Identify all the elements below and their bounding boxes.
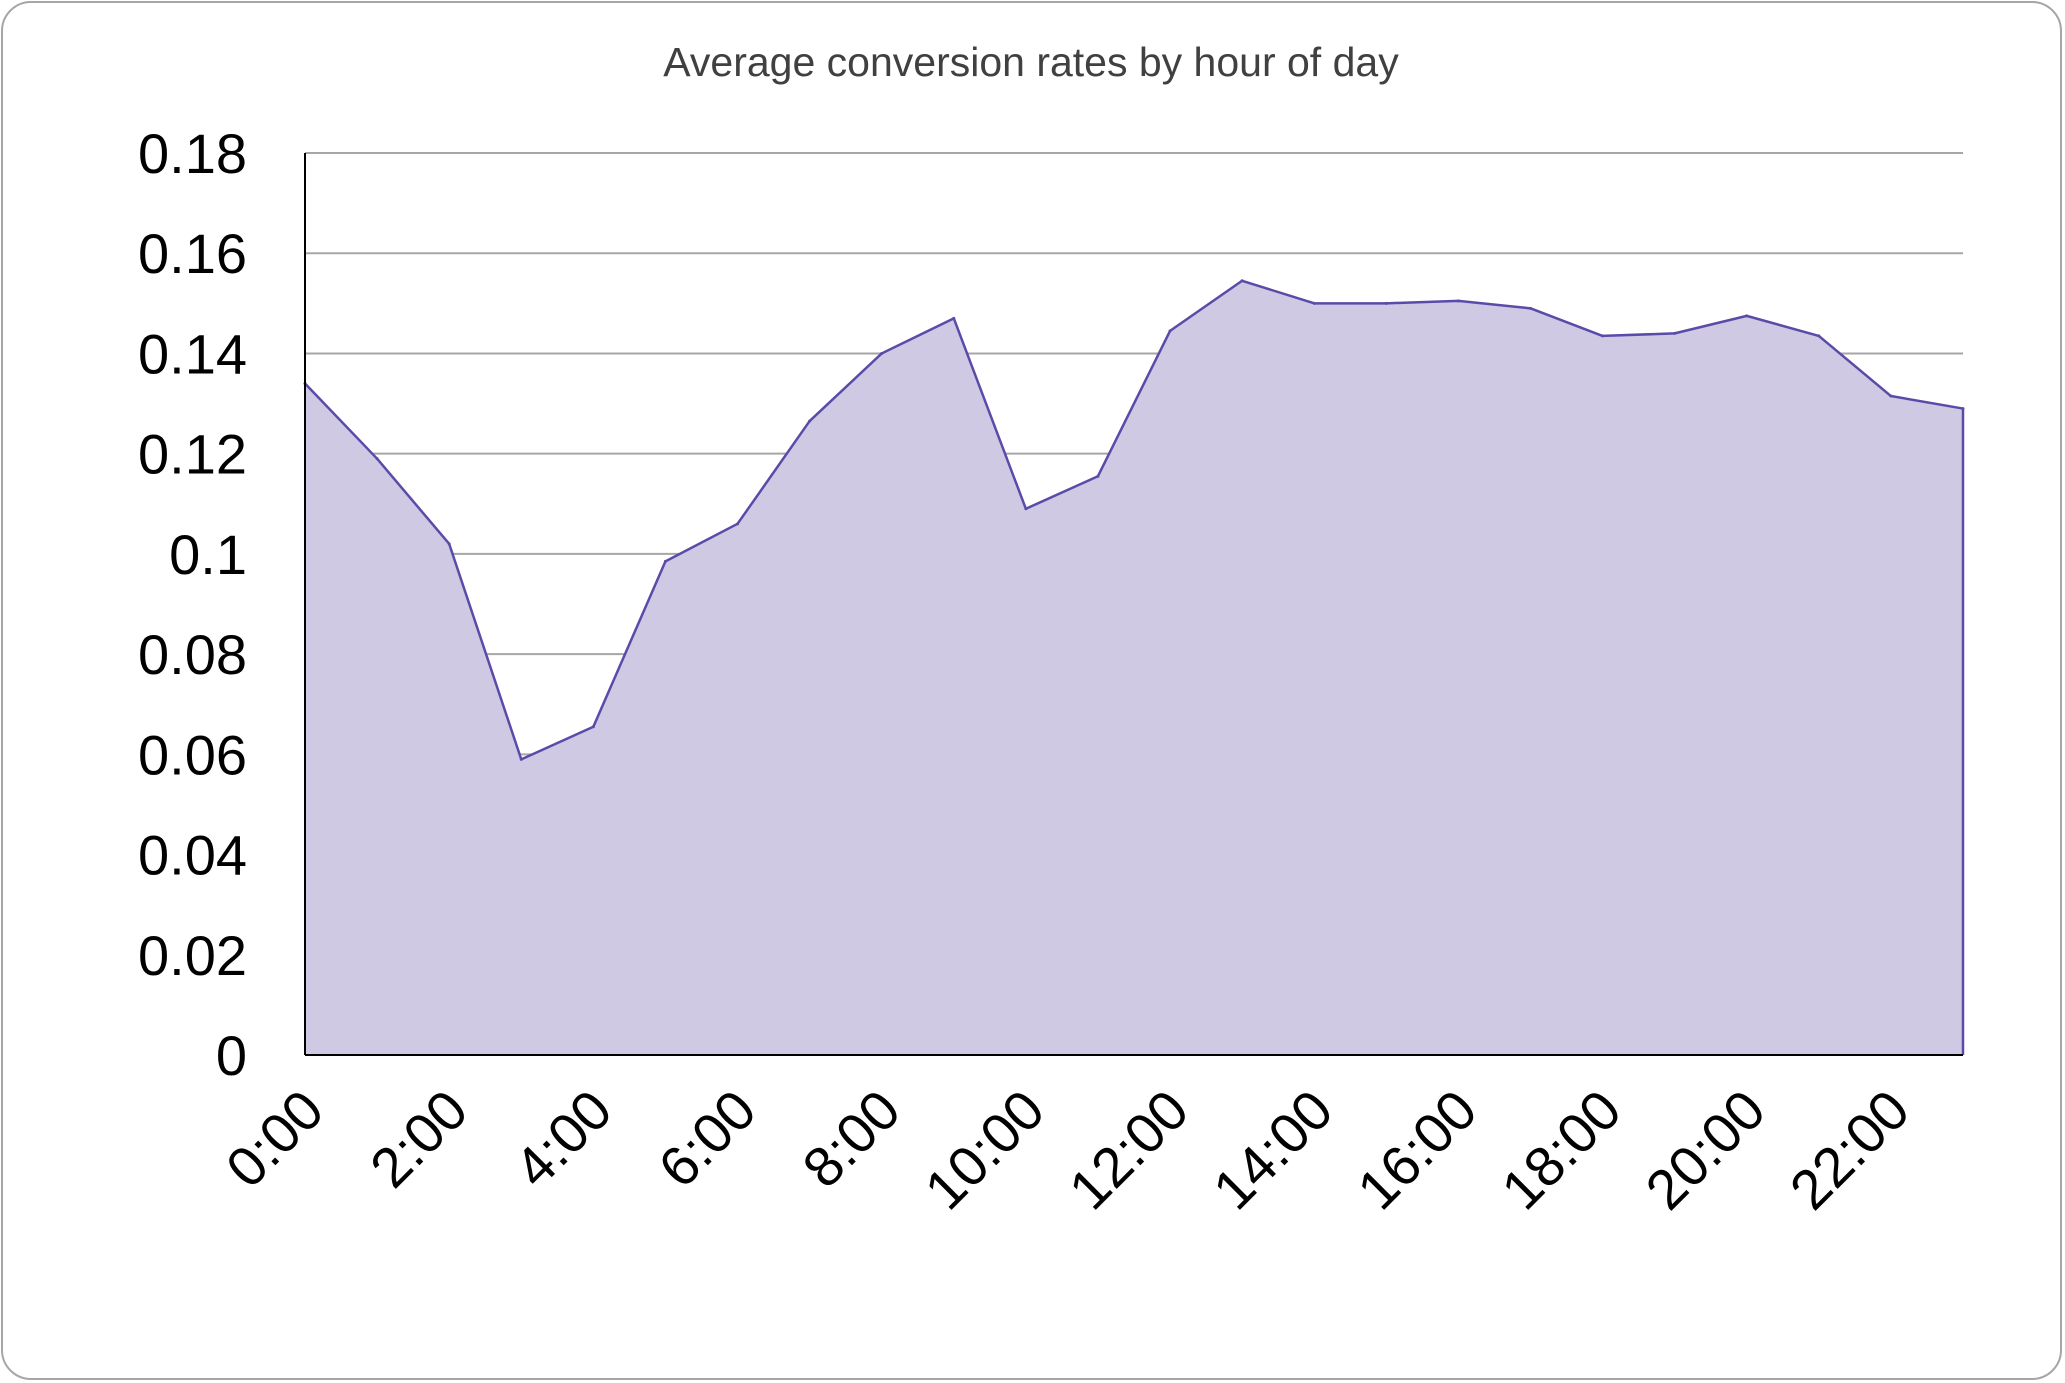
area-fill [305,280,1963,1055]
axis-layer [304,153,1963,1056]
data-point [1312,301,1316,305]
data-point [952,316,956,320]
y-tick-label: 0.06 [138,723,247,786]
data-point [1096,474,1100,478]
y-tick-label: 0.04 [138,824,247,887]
data-point [1528,306,1532,310]
x-tick-label: 16:00 [1345,1078,1489,1222]
data-point [1168,329,1172,333]
data-point [736,522,740,526]
data-point [375,457,379,461]
data-point [1745,314,1749,318]
x-tick-label: 10:00 [912,1078,1056,1222]
data-point [663,559,667,563]
data-point [1601,334,1605,338]
y-tick-label: 0.08 [138,623,247,686]
x-tick-label: 6:00 [646,1078,768,1200]
data-point [1240,279,1244,283]
data-point [519,757,523,761]
x-tick-label: 4:00 [502,1078,624,1200]
x-tick-labels: 0:00 2:00 4:00 6:00 8:00 10:00 12:00 14:00 16:00… [214,1078,1922,1222]
y-tick-label: 0.12 [138,423,247,486]
data-point [1961,407,1965,411]
data-point [1384,301,1388,305]
data-point [1673,331,1677,335]
data-point [880,351,884,355]
y-tick-label: 0 [216,1024,247,1087]
x-tick-label: 2:00 [358,1078,480,1200]
data-point [1817,334,1821,338]
x-tick-label: 18:00 [1489,1078,1633,1222]
data-point [591,725,595,729]
y-tick-label: 0.18 [138,122,247,185]
data-point [1456,299,1460,303]
y-tick-label: 0.1 [169,523,247,586]
chart-title: Average conversion rates by hour of day [663,39,1399,85]
area-layer [303,279,1965,1055]
data-point [808,419,812,423]
y-tick-label: 0.16 [138,222,247,285]
y-tick-labels: 0 0.02 0.04 0.06 0.08 0.1 0.12 0.14 0.16 0.18 [138,122,247,1087]
data-point [1889,394,1893,398]
y-tick-label: 0.02 [138,924,247,987]
x-tick-label: 22:00 [1778,1078,1922,1222]
x-tick-label: 20:00 [1633,1078,1777,1222]
y-tick-label: 0.14 [138,322,247,385]
data-point [1024,507,1028,511]
x-tick-label: 8:00 [790,1078,912,1200]
data-point [447,542,451,546]
x-tick-label: 14:00 [1201,1078,1345,1222]
x-tick-label: 0:00 [214,1078,336,1200]
x-tick-label: 12:00 [1057,1078,1201,1222]
